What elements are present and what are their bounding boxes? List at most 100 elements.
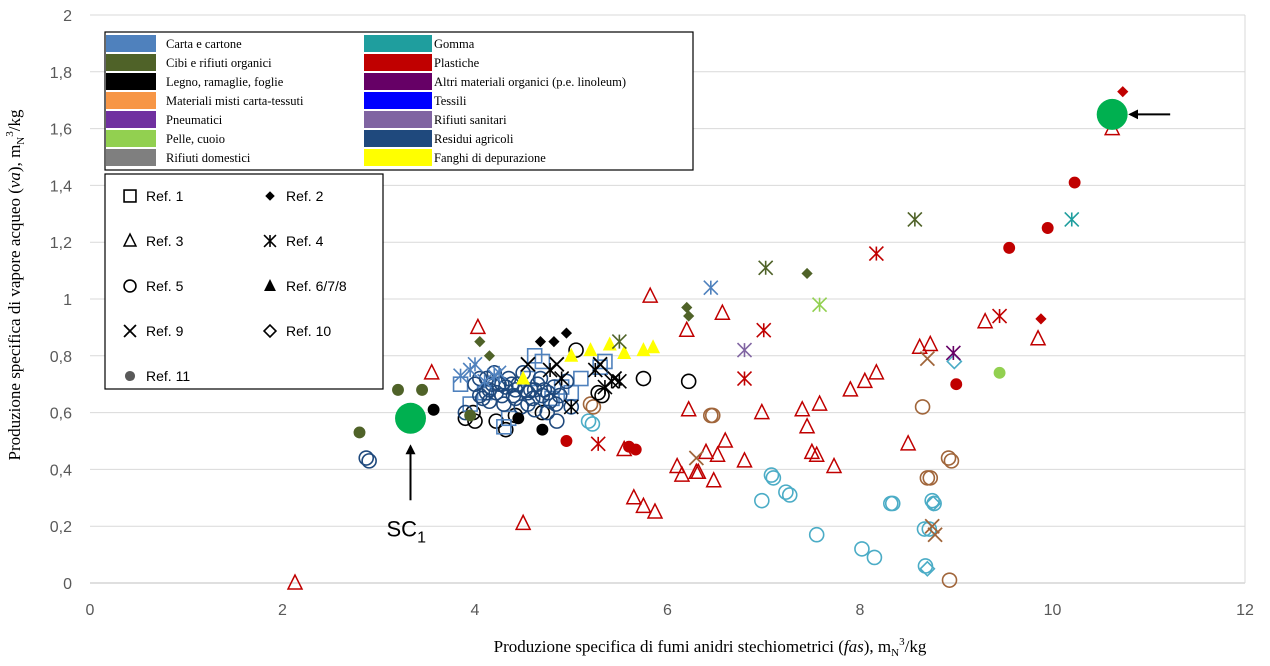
x-tick-labels: 0 2 4 6 8 10 12 — [86, 602, 1254, 619]
data-point — [678, 320, 695, 337]
y-tick-label: 1 — [63, 292, 72, 309]
data-point — [763, 467, 780, 483]
legend-label: Rifiuti domestici — [166, 151, 251, 165]
data-point — [497, 421, 514, 438]
legend-ref-label: Ref. 6/7/8 — [286, 278, 347, 294]
x-tick-label: 4 — [471, 602, 480, 619]
data-point — [635, 496, 652, 514]
data-point — [361, 453, 377, 469]
data-point — [991, 308, 1008, 324]
data-point — [811, 394, 828, 411]
x-tick-label: 12 — [1236, 602, 1254, 619]
data-point — [551, 387, 568, 404]
legend-swatch — [364, 54, 432, 71]
y-axis-label: Produzione specifica di vapore acqueo (v… — [4, 109, 27, 460]
legend-swatch — [364, 149, 432, 166]
data-point — [1035, 313, 1047, 325]
data-point — [945, 345, 961, 361]
data-point — [812, 297, 828, 313]
label-part: 3 — [899, 636, 905, 648]
marker-stroke — [924, 518, 940, 534]
legend-swatch — [364, 92, 432, 109]
label-part: ), m — [5, 145, 24, 172]
data-point — [488, 384, 504, 401]
data-point — [758, 260, 774, 276]
data-point — [123, 189, 137, 203]
label-part: /kg — [905, 637, 927, 656]
data-point — [549, 356, 565, 372]
data-point — [123, 324, 137, 338]
data-point — [914, 399, 931, 415]
data-point — [688, 450, 705, 466]
data-point — [641, 286, 659, 303]
data-point — [494, 376, 510, 393]
data-point — [467, 356, 483, 372]
data-point — [265, 191, 275, 201]
data-point — [452, 368, 469, 384]
y-tick-label: 1,4 — [50, 178, 72, 195]
data-point — [611, 373, 627, 389]
legend-ref-label: Ref. 2 — [286, 188, 324, 204]
data-point — [753, 402, 771, 420]
y-tick-label: 1,2 — [50, 235, 72, 252]
data-point — [778, 484, 794, 500]
label-part: fas — [844, 637, 864, 656]
data-point — [646, 502, 664, 519]
data-point — [353, 426, 366, 439]
data-point — [560, 327, 573, 339]
legend-swatch — [106, 35, 156, 52]
data-point — [703, 280, 719, 296]
data-point — [625, 488, 643, 505]
data-point — [263, 234, 277, 248]
annotations: SC1 — [387, 109, 1171, 546]
data-point — [477, 373, 493, 389]
data-point — [681, 301, 693, 314]
data-point — [472, 387, 488, 404]
data-point — [1068, 176, 1081, 189]
data-point — [673, 465, 691, 482]
y-tick-label: 1,6 — [50, 122, 72, 139]
marker-stroke — [520, 356, 536, 372]
data-point — [635, 370, 652, 387]
data-point — [534, 336, 547, 348]
data-point — [582, 396, 599, 412]
data-point — [491, 365, 507, 381]
data-point — [617, 344, 632, 359]
data-point — [464, 409, 477, 422]
legend-ref-label: Ref. 5 — [146, 278, 184, 294]
data-point — [606, 370, 623, 387]
data-point — [590, 436, 606, 452]
data-point — [950, 378, 963, 391]
legend-label: Legno, ramaglie, foglie — [166, 75, 284, 89]
data-point — [993, 366, 1006, 379]
references-legend-frame — [104, 173, 384, 390]
data-point — [516, 370, 531, 385]
data-point — [754, 492, 770, 509]
data-point — [358, 450, 375, 466]
data-point — [496, 396, 512, 412]
data-point — [714, 303, 731, 320]
data-point — [919, 351, 936, 367]
marker-stroke — [592, 356, 608, 372]
data-point — [680, 400, 697, 417]
data-point — [554, 370, 570, 387]
data-point — [583, 342, 598, 357]
legend-swatch — [106, 130, 156, 147]
data-point — [866, 549, 883, 566]
y-tick-label: 0,8 — [50, 349, 72, 366]
y-tick-labels: 0 0,2 0,4 0,6 0,8 1 1,2 1,4 1,6 1,8 2 — [50, 8, 72, 593]
data-point — [520, 356, 536, 372]
y-tick-label: 1,8 — [50, 65, 72, 82]
data-point — [781, 487, 798, 503]
marker-stroke — [549, 356, 565, 372]
x-tick-label: 0 — [86, 602, 95, 619]
label-part: Produzione specifica di vapore acqueo ( — [5, 188, 24, 461]
data-point — [717, 431, 734, 448]
data-point — [927, 527, 943, 543]
data-point — [1003, 241, 1016, 254]
data-point — [808, 445, 825, 462]
data-point — [474, 336, 486, 348]
data-point — [514, 513, 532, 531]
x-tick-label: 6 — [663, 602, 672, 619]
data-point — [549, 413, 565, 429]
